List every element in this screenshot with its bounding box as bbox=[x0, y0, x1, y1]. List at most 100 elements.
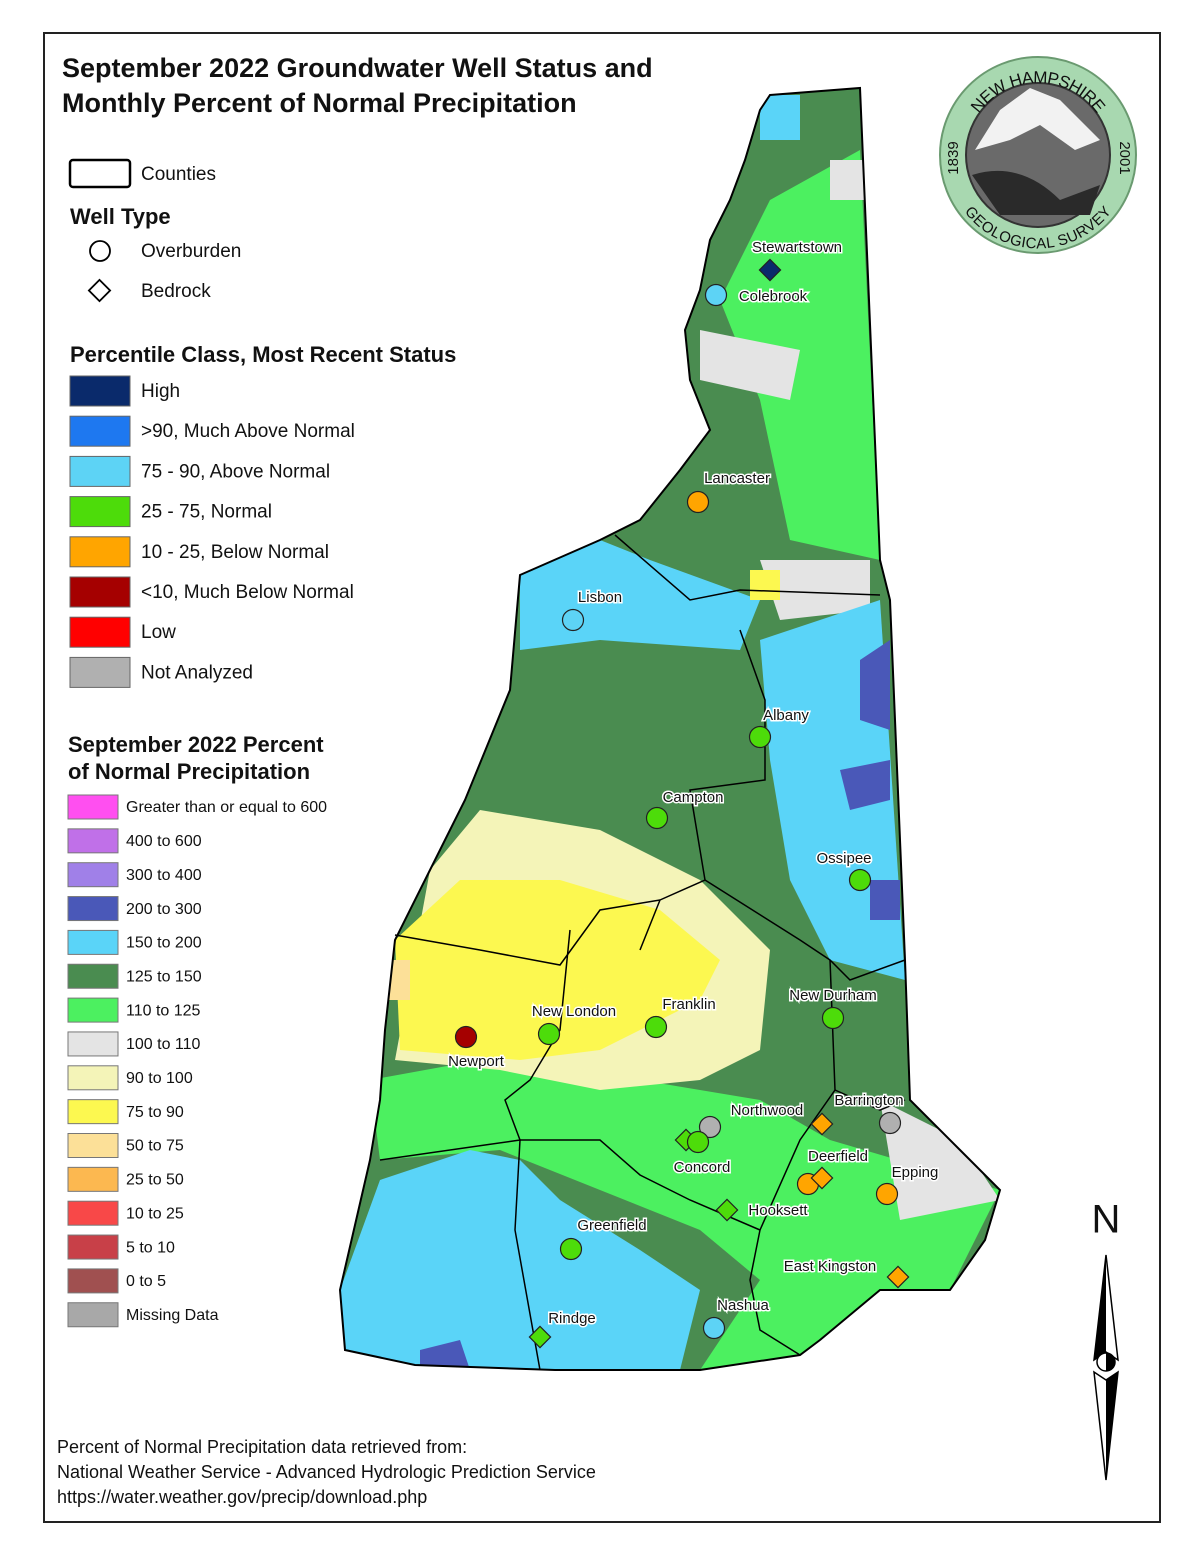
county-line bbox=[614, 534, 881, 601]
bedrock-well bbox=[715, 1198, 739, 1222]
legend-label: Greater than or equal to 600 bbox=[126, 799, 327, 816]
legend-label: Counties bbox=[141, 164, 216, 185]
legend-label: 150 to 200 bbox=[126, 935, 202, 952]
footer-line: National Weather Service - Advanced Hydr… bbox=[57, 1462, 596, 1482]
overburden-well bbox=[748, 725, 772, 749]
legend-swatch bbox=[67, 896, 119, 922]
overburden-well bbox=[537, 1022, 561, 1046]
site-label: Ossipee bbox=[816, 850, 871, 867]
legend-swatch bbox=[67, 1166, 119, 1192]
map: Stewartstown Colebrook Lancaster Lisbon Alba… bbox=[338, 86, 1002, 1371]
legend-label: High bbox=[141, 381, 180, 402]
legend-label: 125 to 150 bbox=[126, 968, 202, 985]
legend-label: Not Analyzed bbox=[141, 662, 253, 683]
precip-area bbox=[700, 330, 800, 400]
legend-swatch bbox=[67, 1302, 119, 1328]
bedrock-well bbox=[758, 258, 782, 282]
legend-swatch bbox=[69, 496, 131, 528]
legend-label: 110 to 125 bbox=[126, 1002, 201, 1019]
north-arrow: N bbox=[1092, 1198, 1120, 1481]
county-line bbox=[379, 929, 571, 1161]
legend-label: Overburden bbox=[141, 241, 241, 262]
site-label: Newport bbox=[448, 1053, 505, 1070]
legend-label: 200 to 300 bbox=[126, 901, 202, 918]
state-outline bbox=[338, 86, 1002, 1371]
site-label: Lancaster bbox=[704, 470, 770, 487]
counties-swatch bbox=[68, 158, 132, 189]
overburden-well bbox=[878, 1111, 902, 1135]
title-line: Monthly Percent of Normal Precipitation bbox=[62, 88, 577, 118]
precip-area bbox=[750, 570, 780, 600]
site-label: Epping bbox=[892, 1164, 939, 1181]
precip-area bbox=[370, 1060, 1000, 1370]
legend-heading: Percentile Class, Most Recent Status bbox=[70, 342, 456, 367]
site-label: Rindge bbox=[548, 1310, 596, 1327]
county-line bbox=[394, 899, 661, 966]
legend-swatch bbox=[67, 828, 119, 854]
legend-swatch bbox=[67, 862, 119, 888]
legend: High >90, Much Above Normal 75 - 90, Above… bbox=[67, 375, 355, 1328]
legend-heading: Well Type bbox=[70, 204, 171, 229]
overburden-well bbox=[848, 868, 872, 892]
legend-label: Bedrock bbox=[141, 281, 211, 302]
legend-swatch bbox=[67, 1234, 119, 1260]
footer-line: Percent of Normal Precipitation data ret… bbox=[57, 1437, 467, 1457]
legend-swatch bbox=[69, 415, 131, 447]
site-label: Northwood bbox=[731, 1102, 804, 1119]
legend-label: >90, Much Above Normal bbox=[141, 421, 355, 442]
legend-swatch bbox=[67, 997, 119, 1023]
precip-area bbox=[395, 880, 720, 1060]
legend-label: Low bbox=[141, 622, 176, 643]
overburden-symbol bbox=[89, 240, 111, 262]
legend-swatch bbox=[69, 536, 131, 568]
logo-right: 2001 bbox=[1116, 141, 1133, 174]
legend-heading: of Normal Precipitation bbox=[68, 759, 310, 784]
legend-label: 10 to 25 bbox=[126, 1205, 184, 1222]
overburden-well bbox=[644, 1015, 668, 1039]
legend-label: 300 to 400 bbox=[126, 867, 202, 884]
site-label: Campton bbox=[663, 789, 724, 806]
legend-swatch bbox=[69, 375, 131, 407]
site-label: Greenfield bbox=[577, 1217, 646, 1234]
site-label: Hooksett bbox=[748, 1202, 808, 1219]
overburden-well bbox=[875, 1182, 899, 1206]
legend-swatch bbox=[67, 794, 119, 820]
legend-swatch bbox=[67, 1268, 119, 1294]
legend-swatch bbox=[69, 576, 131, 608]
site-label: New Durham bbox=[789, 987, 877, 1004]
overburden-well bbox=[561, 608, 585, 632]
logo-left: 1839 bbox=[945, 141, 962, 174]
legend-label: 90 to 100 bbox=[126, 1070, 193, 1087]
precip-area bbox=[840, 760, 890, 810]
legend-label: Missing Data bbox=[126, 1307, 219, 1324]
bedrock-well bbox=[810, 1112, 834, 1136]
legend-label: 25 - 75, Normal bbox=[141, 502, 272, 523]
site-label: Deerfield bbox=[808, 1148, 868, 1165]
overburden-well bbox=[698, 1115, 722, 1139]
legend-label: 25 to 50 bbox=[126, 1172, 184, 1189]
legend-swatch bbox=[69, 455, 131, 487]
precip-area bbox=[880, 1100, 1000, 1220]
site-label: Albany bbox=[763, 707, 809, 724]
logo: NEW HAMPSHIRE GEOLOGICAL SURVEY 1839 200… bbox=[939, 56, 1137, 254]
legend-label: 0 to 5 bbox=[126, 1273, 166, 1290]
bedrock-well bbox=[528, 1325, 552, 1349]
overburden-well bbox=[454, 1025, 478, 1049]
legend-swatch bbox=[67, 1065, 119, 1091]
legend-swatch bbox=[69, 616, 131, 648]
site-label: New London bbox=[532, 1003, 616, 1020]
site-label: Nashua bbox=[717, 1297, 769, 1314]
overburden-well bbox=[559, 1237, 583, 1261]
precip-area bbox=[720, 150, 880, 560]
site-label: Stewartstown bbox=[752, 239, 842, 256]
footer-line: https://water.weather.gov/precip/downloa… bbox=[57, 1487, 427, 1507]
legend-swatch bbox=[67, 1133, 119, 1158]
wells: Stewartstown Colebrook Lancaster Lisbon Alba… bbox=[447, 237, 940, 1349]
overburden-well bbox=[702, 1316, 726, 1340]
site-label: Concord bbox=[674, 1159, 731, 1176]
site-label: Colebrook bbox=[739, 288, 808, 305]
precip-area bbox=[760, 560, 870, 620]
precip-area bbox=[870, 880, 900, 920]
legend-label: 5 to 10 bbox=[126, 1239, 175, 1256]
